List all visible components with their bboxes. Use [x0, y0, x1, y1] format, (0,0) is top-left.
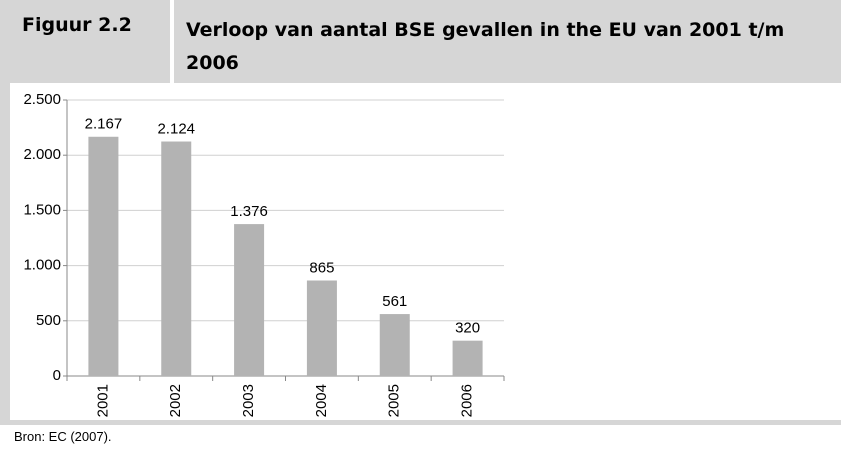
- x-tick-label: 2005: [386, 384, 403, 417]
- y-tick-label: 1.000: [23, 257, 61, 274]
- y-tick-label: 2.000: [23, 146, 61, 163]
- data-label: 2.167: [85, 116, 123, 133]
- data-label: 1.376: [230, 203, 268, 220]
- bar: [306, 280, 337, 376]
- x-tick-label: 2003: [240, 384, 257, 417]
- bar: [379, 314, 410, 376]
- border: [0, 83, 10, 425]
- source: Bron: EC (2007).: [14, 429, 112, 444]
- chart-title: Verloop van aantal BSE gevallen in the E…: [186, 19, 785, 74]
- header: Figuur 2.2 Verloop van aantal BSE gevall…: [0, 0, 841, 83]
- data-label: 865: [309, 259, 334, 276]
- x-tick-label: 2002: [167, 384, 184, 417]
- border: [0, 420, 841, 425]
- data-label: 561: [382, 293, 407, 310]
- x-tick-label: 2004: [313, 384, 330, 417]
- figure-label: Figuur 2.2: [22, 14, 132, 36]
- data-label: 320: [455, 320, 480, 337]
- x-tick-label: 2006: [459, 384, 476, 417]
- y-tick-label: 1.500: [23, 201, 61, 218]
- bar: [161, 141, 192, 376]
- bar: [452, 340, 483, 376]
- separator: [170, 0, 174, 83]
- y-tick-label: 2.500: [23, 91, 61, 108]
- y-tick-label: 0: [53, 367, 61, 384]
- data-label: 2.124: [157, 120, 195, 137]
- chart: 0 500 1.000 1.500 2.000 2.500 2001 2.167 2002 2.1…: [23, 91, 505, 417]
- x-tick-label: 2001: [94, 384, 111, 417]
- bar: [234, 224, 265, 376]
- bar: [88, 136, 119, 376]
- y-tick-label: 500: [36, 312, 61, 329]
